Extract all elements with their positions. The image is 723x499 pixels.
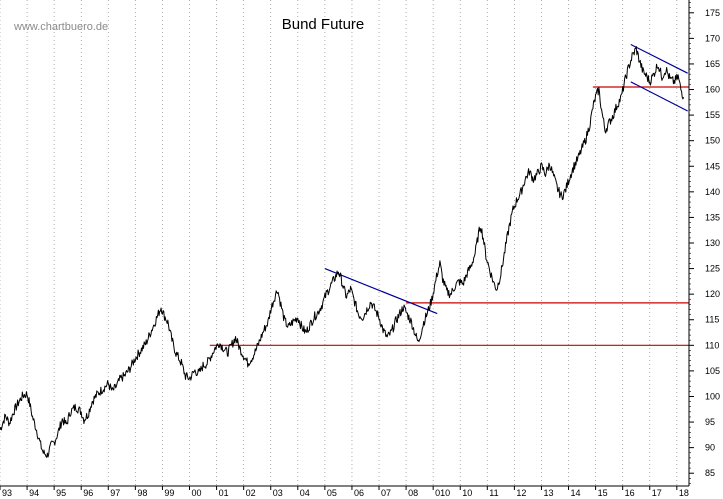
trend-line-5 [630, 81, 688, 112]
x-tick-label-0: 93 [2, 488, 12, 498]
y-tick-label-6: 115 [705, 315, 719, 325]
x-tick-label-4: 97 [110, 488, 120, 498]
y-tick-label-4: 105 [705, 366, 720, 376]
x-axis: 93 94 95 96 97 98 99 00 01 02 03 04 05 06 07 08 010 10 11 1… [0, 486, 689, 498]
x-tick-label-7: 00 [192, 488, 202, 498]
price-series [0, 45, 685, 458]
x-tick-label-11: 04 [300, 488, 310, 498]
y-tick-label-14: 155 [705, 110, 720, 120]
x-tick-label-15: 08 [408, 488, 418, 498]
x-tick-label-6: 99 [164, 488, 174, 498]
annotation-lines [209, 43, 689, 346]
y-tick-label-3: 100 [705, 391, 720, 401]
y-tick-label-11: 140 [705, 187, 720, 197]
x-tick-label-23: 16 [625, 488, 635, 498]
x-tick-label-14: 07 [381, 488, 391, 498]
x-tick-label-21: 14 [571, 488, 581, 498]
x-tick-label-18: 11 [489, 488, 498, 498]
y-tick-label-5: 110 [705, 340, 719, 350]
x-tick-label-8: 01 [219, 488, 229, 498]
y-tick-label-16: 165 [705, 59, 720, 69]
watermark: www.chartbuero.de [13, 21, 108, 33]
x-tick-label-13: 06 [354, 488, 364, 498]
y-tick-label-8: 125 [705, 264, 720, 274]
x-tick-label-10: 03 [273, 488, 283, 498]
y-tick-label-13: 150 [705, 136, 720, 146]
x-tick-label-19: 12 [516, 488, 526, 498]
x-tick-label-24: 17 [652, 488, 662, 498]
x-tick-label-3: 96 [83, 488, 93, 498]
x-tick-label-17: 10 [462, 488, 472, 498]
x-tick-label-20: 13 [543, 488, 553, 498]
trend-line-4 [630, 43, 688, 74]
chart-title: Bund Future [282, 16, 365, 33]
x-tick-label-25: 18 [679, 488, 689, 498]
y-tick-label-18: 175 [705, 8, 720, 18]
x-tick-label-2: 95 [56, 488, 66, 498]
y-tick-label-15: 160 [705, 85, 720, 95]
y-tick-label-17: 170 [705, 33, 720, 43]
y-tick-label-12: 145 [705, 161, 720, 171]
series-line-0 [0, 45, 685, 458]
trend-line-3 [324, 268, 438, 315]
x-tick-label-9: 02 [246, 488, 256, 498]
y-tick-label-9: 130 [705, 238, 720, 248]
x-tick-label-12: 05 [327, 488, 337, 498]
x-tick-label-16: 010 [435, 488, 450, 498]
y-tick-label-10: 135 [705, 212, 720, 222]
y-tick-label-1: 90 [705, 443, 715, 453]
y-tick-label-0: 85 [705, 468, 715, 478]
y-tick-label-2: 95 [705, 417, 715, 427]
x-tick-label-22: 15 [598, 488, 608, 498]
x-tick-label-1: 94 [29, 488, 39, 498]
x-tick-label-5: 98 [137, 488, 147, 498]
y-axis: 85 90 95 100 105 110 115 120 125 130 135 140 145 150 1… [689, 2, 720, 484]
y-tick-label-7: 120 [705, 289, 720, 299]
